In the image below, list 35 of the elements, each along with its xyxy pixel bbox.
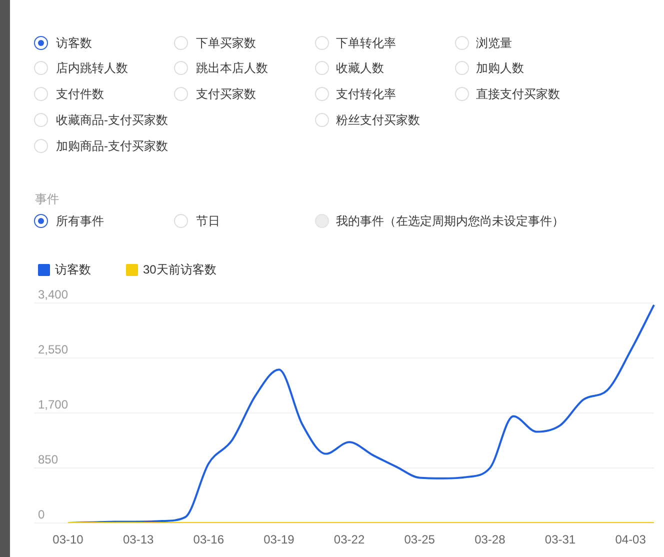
text: 我的事件（在选定周期内您尚未设定事件）: [336, 212, 564, 229]
text: 收藏人数: [336, 60, 384, 76]
x-tick-label: 04-03: [615, 532, 646, 547]
text: 跳出本店人数: [196, 60, 268, 76]
text: 节日: [196, 212, 220, 229]
x-tick-label: 03-16: [193, 532, 224, 547]
legend-label: 30天前访客数: [143, 262, 216, 276]
x-tick-label: 03-22: [334, 532, 365, 547]
y-tick-label: 2,550: [38, 342, 68, 356]
text: 支付件数: [56, 86, 104, 102]
y-tick-label: 1,700: [38, 397, 68, 412]
x-tick-label: 03-28: [474, 532, 506, 547]
text: 支付买家数: [196, 86, 256, 102]
legend-label: 访客数: [55, 262, 91, 276]
text: 所有事件: [56, 212, 104, 229]
text: 直接支付买家数: [476, 86, 560, 102]
text: 事件: [35, 190, 59, 207]
x-tick-label: 03-25: [404, 532, 436, 547]
y-tick-label: 0: [38, 507, 45, 522]
text: 收藏商品-支付买家数: [56, 112, 168, 128]
x-tick-label: 03-31: [544, 532, 576, 547]
x-tick-label: 03-19: [264, 532, 295, 547]
y-tick-label: 3,400: [38, 287, 68, 302]
text: 下单转化率: [336, 34, 396, 50]
y-tick-label: 850: [38, 452, 58, 466]
text: 支付转化率: [336, 86, 396, 102]
text: 浏览量: [476, 34, 512, 50]
text: 加购商品-支付买家数: [56, 138, 168, 154]
text: 访客数: [56, 34, 92, 50]
text: 下单买家数: [196, 34, 256, 50]
x-tick-label: 03-10: [52, 532, 84, 547]
x-tick-label: 03-13: [122, 532, 154, 547]
text: 粉丝支付买家数: [336, 112, 420, 128]
text: 店内跳转人数: [56, 60, 128, 76]
text: 加购人数: [476, 60, 524, 76]
